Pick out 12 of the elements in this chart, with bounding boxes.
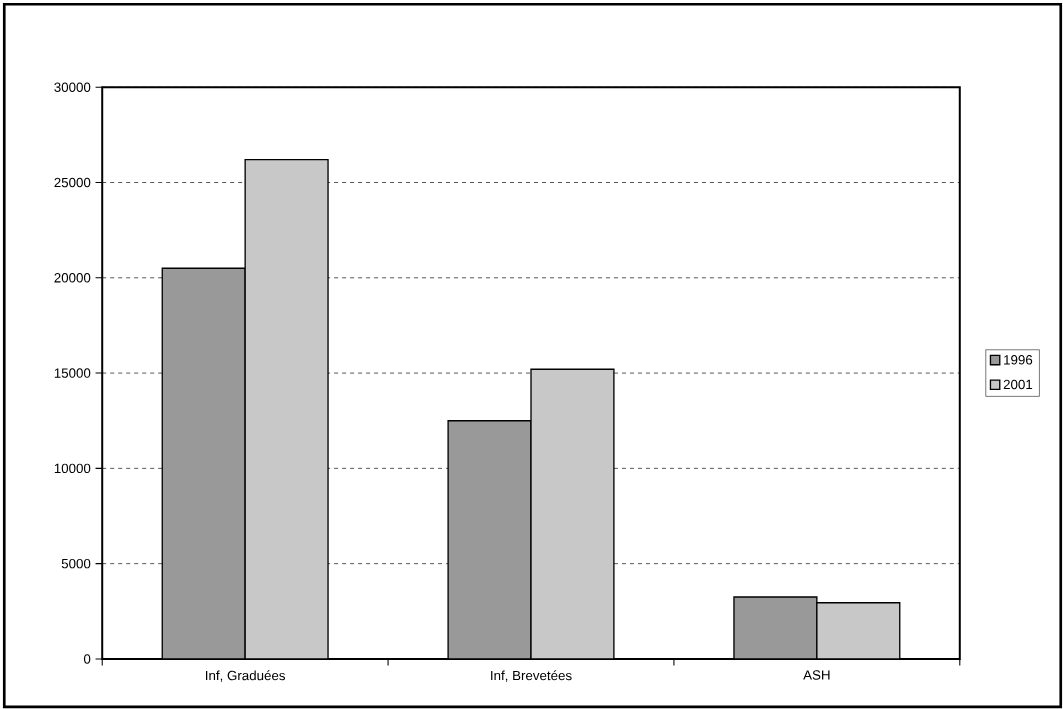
legend-label: 1996 [1004,355,1033,365]
x-tick-label: Inf, Brevetées [491,670,572,682]
y-tick-label: 10000 [54,463,91,473]
y-tick-label: 0 [83,654,91,664]
x-tick-label: ASH [803,670,830,680]
y-tick-label: 20000 [54,273,91,283]
y-tick-label: 15000 [54,368,91,378]
y-tick-label: 25000 [54,177,91,188]
y-tick-label: 5000 [61,558,91,569]
x-tick-label: Inf, Graduées [206,670,286,682]
legend-label: 2001 [1003,379,1033,390]
y-tick-label: 30000 [54,82,91,92]
